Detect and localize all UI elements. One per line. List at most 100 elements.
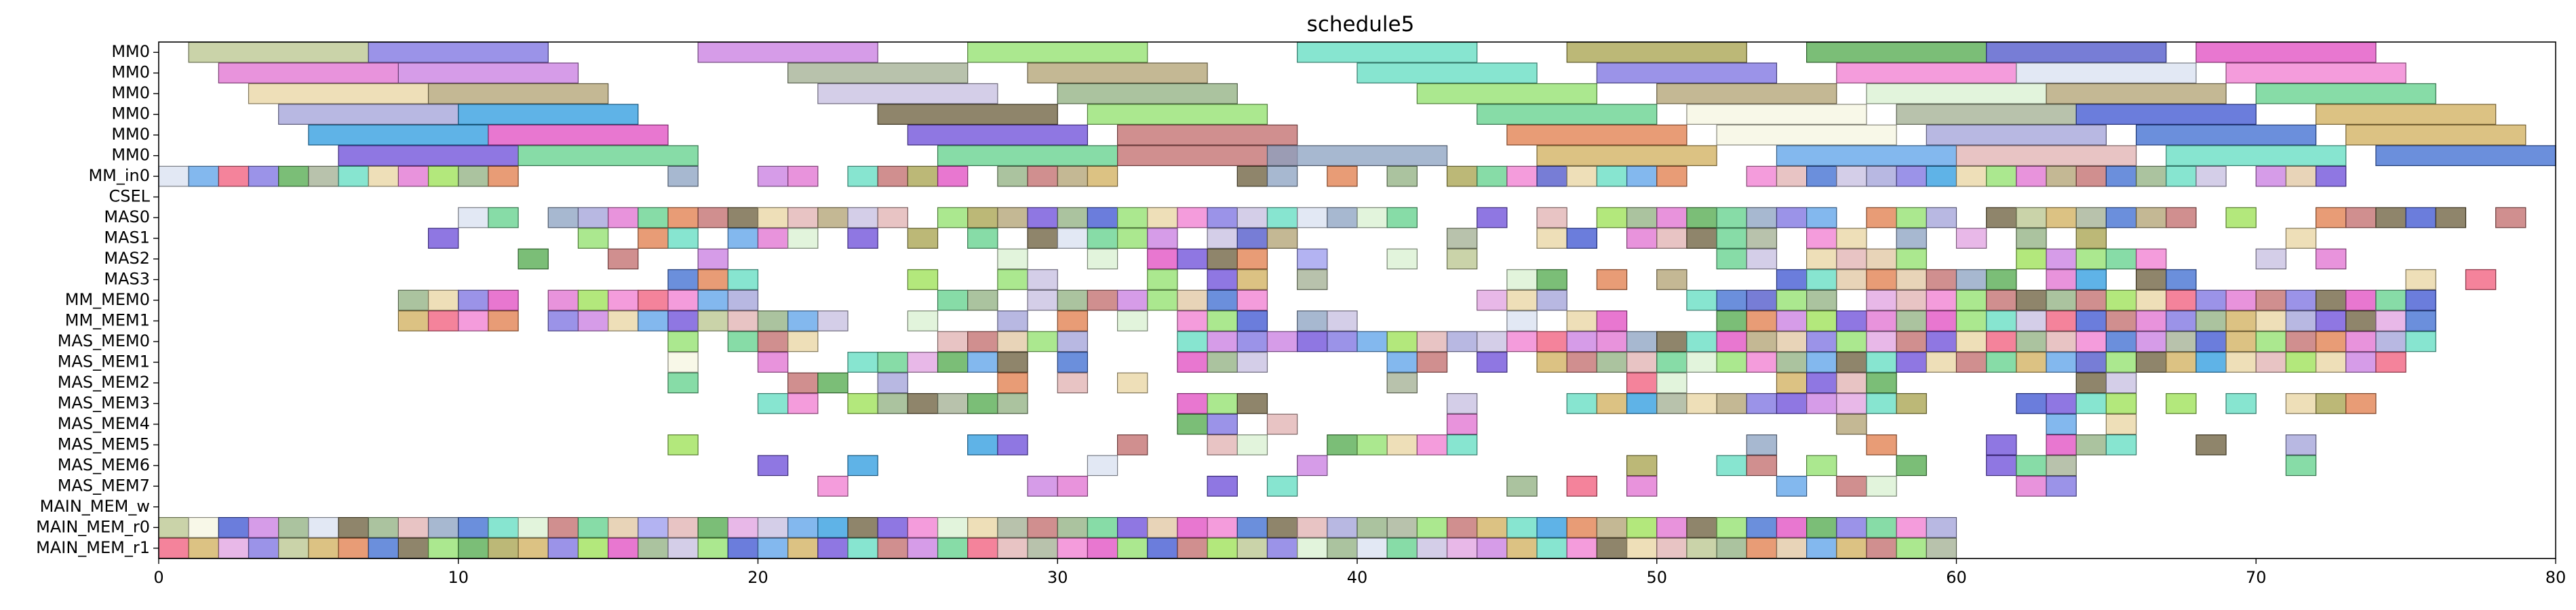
gantt-bar bbox=[1297, 310, 1328, 331]
gantt-bar bbox=[278, 165, 309, 187]
gantt-bar bbox=[1236, 434, 1268, 455]
gantt-bar bbox=[518, 516, 549, 538]
gantt-bar bbox=[697, 269, 728, 290]
gantt-bar bbox=[1596, 310, 1628, 331]
gantt-bar bbox=[1716, 516, 1747, 538]
gantt-bar bbox=[427, 83, 609, 104]
gantt-bar bbox=[1896, 352, 1927, 373]
gantt-bar bbox=[1446, 331, 1478, 352]
gantt-bar bbox=[2135, 124, 2317, 146]
gantt-bar bbox=[1566, 41, 1747, 63]
gantt-bar bbox=[727, 269, 759, 290]
gantt-bar bbox=[2105, 434, 2137, 455]
gantt-bar bbox=[697, 41, 878, 63]
gantt-bar bbox=[2375, 331, 2406, 352]
gantt-bar bbox=[158, 537, 189, 559]
gantt-bar bbox=[2046, 207, 2077, 228]
gantt-bar bbox=[2285, 331, 2317, 352]
gantt-bar bbox=[1027, 269, 1058, 290]
gantt-bar bbox=[2285, 289, 2317, 311]
gantt-bar bbox=[1057, 83, 1238, 104]
gantt-bar bbox=[2046, 83, 2227, 104]
gantt-bar bbox=[997, 393, 1028, 414]
gantt-bar bbox=[2225, 352, 2257, 373]
gantt-bar bbox=[757, 207, 789, 228]
gantt-bar bbox=[1207, 310, 1238, 331]
gantt-bar bbox=[1087, 248, 1118, 270]
gantt-bar bbox=[368, 516, 399, 538]
gantt-bar bbox=[1386, 352, 1418, 373]
gantt-bar bbox=[278, 104, 459, 125]
gantt-bar bbox=[1806, 289, 1837, 311]
gantt-bar bbox=[1297, 248, 1328, 270]
gantt-bar bbox=[1536, 537, 1567, 559]
gantt-bar bbox=[727, 228, 759, 249]
gantt-bar bbox=[967, 289, 998, 311]
gantt-bar bbox=[1896, 248, 1927, 270]
gantt-bar bbox=[2196, 289, 2227, 311]
gantt-bar bbox=[1566, 352, 1598, 373]
gantt-bar bbox=[1177, 207, 1208, 228]
gantt-bar bbox=[1926, 269, 1957, 290]
gantt-bar bbox=[1986, 352, 2017, 373]
gantt-bar bbox=[2255, 352, 2287, 373]
gantt-bar bbox=[1027, 537, 1058, 559]
gantt-bar bbox=[1596, 352, 1628, 373]
gantt-bar bbox=[2046, 413, 2077, 435]
gantt-bar bbox=[1986, 269, 2017, 290]
gantt-bar bbox=[1926, 331, 1957, 352]
gantt-bar bbox=[2046, 165, 2077, 187]
gantt-bar bbox=[847, 352, 878, 373]
gantt-bar bbox=[1866, 475, 1897, 497]
gantt-bar bbox=[2405, 207, 2436, 228]
gantt-bar bbox=[1836, 269, 1867, 290]
gantt-bar bbox=[697, 207, 728, 228]
y-tick-label: CSEL bbox=[109, 187, 150, 206]
y-tick-label: MM0 bbox=[111, 146, 150, 165]
gantt-bar bbox=[2046, 248, 2077, 270]
gantt-bar bbox=[1836, 165, 1867, 187]
gantt-bar bbox=[2135, 310, 2167, 331]
gantt-bar bbox=[877, 393, 908, 414]
gantt-bar bbox=[2405, 331, 2436, 352]
gantt-bar bbox=[1266, 207, 1298, 228]
gantt-bar bbox=[1327, 516, 1358, 538]
gantt-bar bbox=[1116, 537, 1148, 559]
gantt-bar bbox=[577, 516, 609, 538]
gantt-bar bbox=[2075, 289, 2107, 311]
gantt-bar bbox=[2046, 352, 2077, 373]
gantt-bar bbox=[2016, 165, 2047, 187]
gantt-bar bbox=[2316, 352, 2347, 373]
gantt-bar bbox=[1716, 455, 1747, 476]
gantt-bar bbox=[2135, 352, 2167, 373]
gantt-bar bbox=[1716, 207, 1747, 228]
gantt-bar bbox=[1566, 393, 1598, 414]
gantt-bar bbox=[1806, 352, 1837, 373]
gantt-bar bbox=[937, 537, 969, 559]
gantt-bar bbox=[1986, 41, 2167, 63]
gantt-bar bbox=[937, 145, 1118, 166]
gantt-bar bbox=[427, 165, 459, 187]
gantt-bar bbox=[997, 310, 1028, 331]
gantt-bar bbox=[1147, 269, 1178, 290]
gantt-bar bbox=[158, 165, 189, 187]
gantt-bar bbox=[1806, 228, 1837, 249]
gantt-bar bbox=[488, 289, 519, 311]
gantt-bar bbox=[727, 331, 759, 352]
gantt-bar bbox=[577, 537, 609, 559]
gantt-bar bbox=[1896, 537, 1927, 559]
gantt-bar bbox=[1177, 352, 1208, 373]
gantt-bar bbox=[2016, 228, 2047, 249]
gantt-bar bbox=[1266, 516, 1298, 538]
gantt-bar bbox=[787, 207, 819, 228]
gantt-bar bbox=[397, 165, 429, 187]
gantt-bar bbox=[1536, 145, 1717, 166]
gantt-bar bbox=[1716, 248, 1747, 270]
gantt-bar bbox=[1746, 516, 1778, 538]
y-axis: MM0MM0MM0MM0MM0MM0MM_in0CSELMAS0MAS1MAS2… bbox=[36, 42, 159, 557]
gantt-bar bbox=[817, 372, 848, 394]
gantt-bar bbox=[518, 248, 549, 270]
gantt-bar bbox=[1716, 352, 1747, 373]
gantt-bar bbox=[1536, 289, 1567, 311]
gantt-bar bbox=[2345, 331, 2377, 352]
